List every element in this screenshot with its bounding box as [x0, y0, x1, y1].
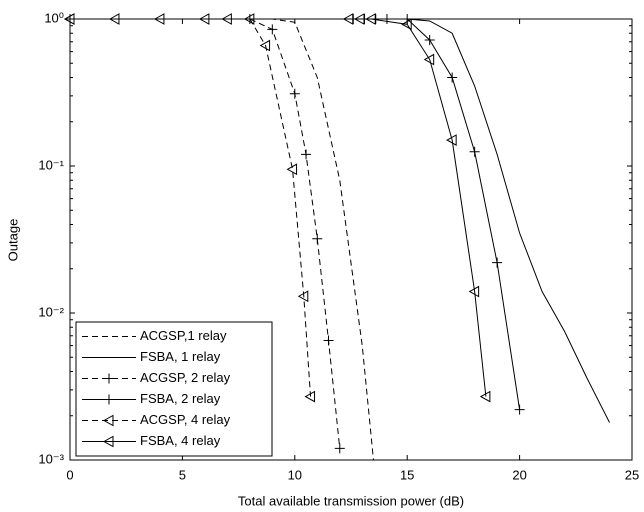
marker-plus [104, 394, 114, 405]
marker-triangle [353, 13, 365, 25]
marker-plus [381, 14, 392, 24]
y-tick-label: 10⁰ [44, 10, 64, 25]
series-line [70, 18, 312, 397]
marker-triangle [286, 163, 298, 176]
marker-plus [334, 443, 345, 454]
y-tick-label: 10⁻¹ [38, 157, 64, 172]
y-tick-label: 10⁻² [38, 304, 64, 319]
marker-plus [447, 72, 458, 83]
marker-plus [289, 88, 300, 99]
x-tick-label: 10 [288, 467, 302, 482]
legend-label: ACGSP,1 relay [140, 328, 227, 343]
x-tick-label: 5 [179, 467, 186, 482]
series-line [70, 18, 610, 423]
x-tick-label: 20 [512, 467, 526, 482]
marker-triangle [63, 13, 75, 25]
x-axis-label: Total available transmission power (dB) [238, 493, 464, 508]
legend-box [75, 321, 273, 457]
marker-plus [514, 404, 525, 415]
marker-plus [267, 24, 278, 35]
legend-label: ACGSP, 2 relay [140, 370, 231, 385]
marker-plus [492, 257, 503, 268]
marker-plus [312, 233, 323, 244]
marker-triangle [423, 53, 435, 66]
marker-triangle [297, 290, 309, 303]
x-tick-label: 15 [400, 467, 414, 482]
marker-triangle [102, 435, 114, 448]
legend-label: FSBA, 2 relay [140, 391, 221, 406]
marker-triangle [102, 414, 114, 427]
marker-plus [424, 34, 435, 45]
marker-triangle [446, 134, 457, 146]
legend-label: ACGSP, 4 relay [140, 412, 231, 427]
marker-triangle [468, 285, 480, 298]
marker-triangle [401, 18, 412, 31]
marker-plus [402, 14, 413, 24]
marker-plus [469, 146, 480, 157]
y-axis-label: Outage [5, 219, 20, 262]
marker-triangle [479, 390, 491, 403]
legend-label: FSBA, 1 relay [140, 349, 221, 364]
marker-plus [323, 335, 334, 346]
legend-label: FSBA, 4 relay [140, 433, 221, 448]
marker-triangle [365, 13, 376, 25]
marker-triangle [304, 390, 316, 403]
y-tick-label: 10⁻³ [38, 451, 64, 466]
x-tick-label: 25 [625, 467, 639, 482]
marker-plus [104, 373, 114, 384]
marker-triangle [259, 39, 271, 52]
marker-triangle [342, 13, 354, 25]
x-tick-label: 0 [66, 467, 73, 482]
marker-plus [301, 149, 312, 160]
